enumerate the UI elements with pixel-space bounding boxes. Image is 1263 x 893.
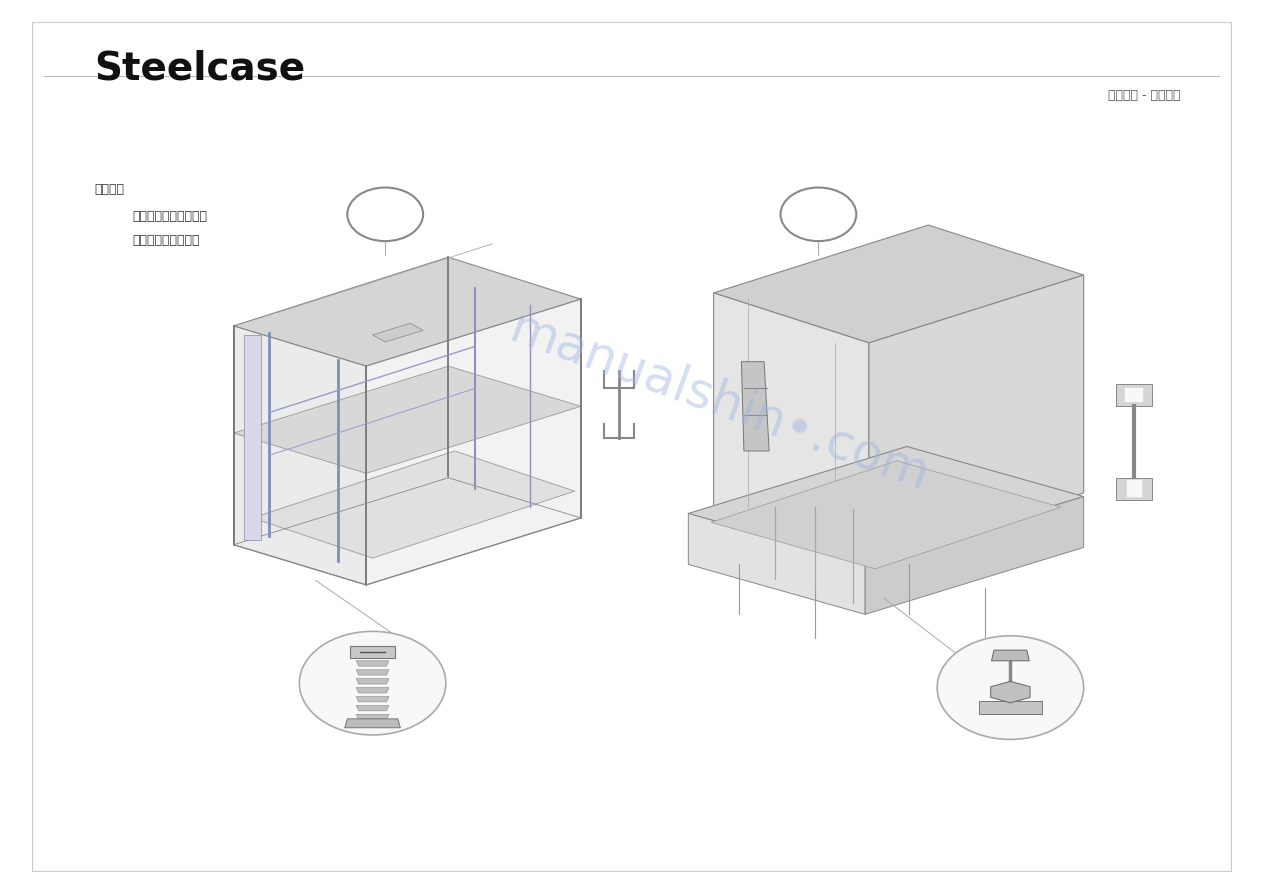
Polygon shape xyxy=(350,646,395,658)
Text: 用户指南 - 调节旋鈕: 用户指南 - 调节旋鈕 xyxy=(1109,89,1181,103)
Polygon shape xyxy=(356,670,389,675)
Circle shape xyxy=(937,636,1084,739)
Polygon shape xyxy=(1116,384,1152,406)
Circle shape xyxy=(299,631,446,735)
Polygon shape xyxy=(714,225,1084,343)
Polygon shape xyxy=(234,326,366,585)
Polygon shape xyxy=(244,335,261,540)
Polygon shape xyxy=(979,701,1042,714)
Text: manualshin•.com: manualshin•.com xyxy=(504,304,936,500)
Text: 调节旋鈕: 调节旋鈕 xyxy=(95,183,125,196)
Polygon shape xyxy=(345,719,400,728)
Polygon shape xyxy=(373,323,423,342)
Polygon shape xyxy=(356,688,389,693)
Polygon shape xyxy=(865,497,1084,614)
Polygon shape xyxy=(711,461,1061,569)
Polygon shape xyxy=(356,714,389,720)
Polygon shape xyxy=(1125,388,1143,402)
Polygon shape xyxy=(356,661,389,666)
Polygon shape xyxy=(688,513,865,614)
FancyBboxPatch shape xyxy=(32,22,1231,871)
Polygon shape xyxy=(991,650,1029,661)
Polygon shape xyxy=(234,257,581,366)
Text: Steelcase: Steelcase xyxy=(95,49,306,88)
Polygon shape xyxy=(741,362,769,451)
Polygon shape xyxy=(356,679,389,684)
Polygon shape xyxy=(356,697,389,702)
Text: 在没有底座情况下调节: 在没有底座情况下调节 xyxy=(133,210,207,223)
Polygon shape xyxy=(356,705,389,711)
Polygon shape xyxy=(869,275,1084,561)
Polygon shape xyxy=(714,293,869,557)
Polygon shape xyxy=(234,366,581,473)
Polygon shape xyxy=(688,446,1084,563)
Polygon shape xyxy=(253,451,575,558)
Polygon shape xyxy=(366,299,581,585)
Text: 带有底座情况下调节: 带有底座情况下调节 xyxy=(133,234,200,247)
Polygon shape xyxy=(1116,478,1152,500)
Polygon shape xyxy=(990,681,1031,703)
Polygon shape xyxy=(1127,480,1142,497)
